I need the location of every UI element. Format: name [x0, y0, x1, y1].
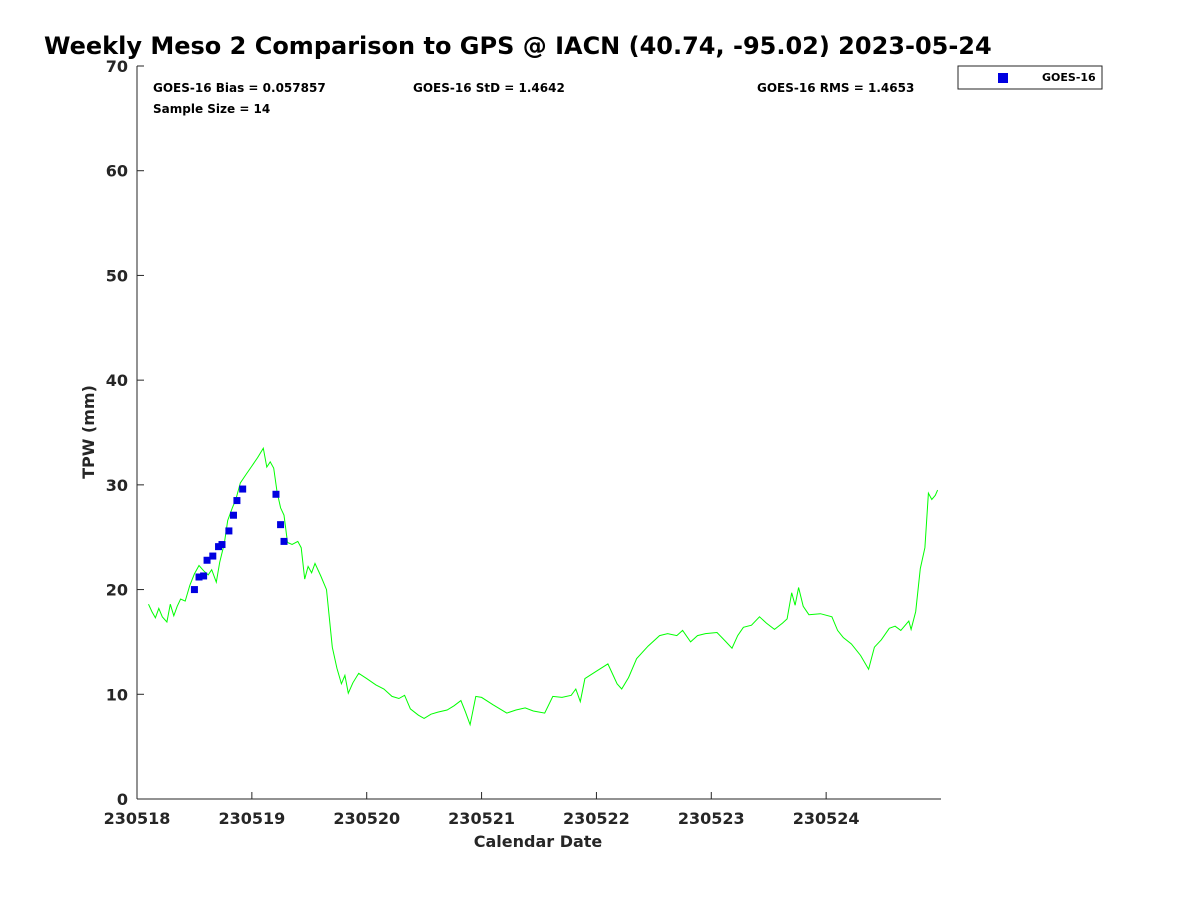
legend: GOES-16 [957, 65, 1103, 90]
x-tick-label: 230519 [218, 809, 285, 828]
goes16-point [190, 586, 198, 594]
y-tick-label: 10 [106, 685, 128, 704]
goes16-point [229, 511, 237, 519]
goes16-point [209, 552, 217, 560]
goes16-point [272, 490, 280, 498]
x-tick-label: 230522 [563, 809, 630, 828]
goes16-point [218, 541, 226, 549]
chart-title: Weekly Meso 2 Comparison to GPS @ IACN (… [44, 32, 992, 60]
goes16-point [280, 537, 288, 545]
goes16-point [277, 521, 285, 529]
x-tick-label: 230524 [793, 809, 860, 828]
std-stat: GOES-16 StD = 1.4642 [413, 81, 565, 95]
x-tick-label: 230518 [104, 809, 171, 828]
y-tick-label: 50 [106, 266, 128, 285]
y-tick-label: 60 [106, 162, 128, 181]
y-tick-label: 30 [106, 476, 128, 495]
goes16-point [233, 497, 241, 505]
y-tick-label: 40 [106, 371, 128, 390]
y-ticks: 0 10 20 30 40 50 60 70 [106, 57, 144, 809]
series-layer [148, 446, 939, 727]
plot-area: 0 10 20 30 40 50 60 70 230518 230519 230520 230521… [104, 57, 941, 828]
sample-size-stat: Sample Size = 14 [153, 102, 270, 116]
y-tick-label: 0 [117, 790, 128, 809]
x-axis-label: Calendar Date [474, 832, 603, 851]
x-tick-label: 230520 [333, 809, 400, 828]
x-ticks: 230518 230519 230520 230521 230522 230523 2305… [104, 792, 860, 828]
y-axis-label: TPW (mm) [79, 385, 98, 479]
x-tick-label: 230521 [448, 809, 515, 828]
goes16-point [200, 572, 208, 580]
goes16-point [195, 573, 203, 581]
y-tick-label: 20 [106, 581, 128, 600]
y-tick-label: 70 [106, 57, 128, 76]
rms-stat: GOES-16 RMS = 1.4653 [757, 81, 914, 95]
goes16-point [203, 556, 211, 564]
legend-label-goes16: GOES-16 [1042, 71, 1096, 84]
goes16-point [225, 527, 233, 535]
legend-marker-goes16 [998, 73, 1008, 83]
bias-stat: GOES-16 Bias = 0.057857 [153, 81, 326, 95]
goes16-point [239, 485, 247, 493]
legend-box [957, 65, 1103, 90]
x-tick-label: 230523 [678, 809, 745, 828]
